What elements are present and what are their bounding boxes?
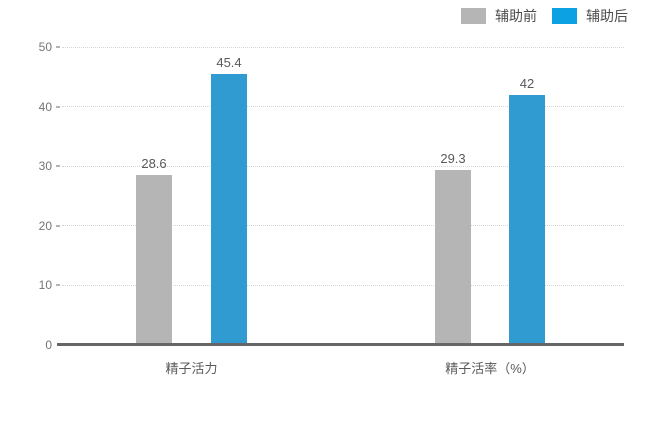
ytick-label-10: 10: [38, 278, 52, 293]
gridline-30: [62, 165, 624, 167]
ytick-mark-10: [56, 284, 60, 287]
ytick-mark-20: [56, 224, 60, 227]
ytick-label-30: 30: [38, 159, 52, 174]
gridline-20: [62, 225, 624, 227]
bar-辅助后-精子活力: [211, 74, 247, 345]
legend: 辅助前 辅助后: [461, 8, 628, 24]
x-axis-line: [57, 343, 624, 346]
category-label-0: 精子活力: [165, 361, 218, 376]
gridline-10: [62, 284, 624, 286]
bar-辅助前-精子活力: [136, 174, 172, 345]
legend-swatch-blue: [552, 8, 577, 24]
legend-label-after-assist: 辅助后: [586, 8, 628, 24]
legend-item-after-assist[interactable]: 辅助后: [552, 8, 628, 24]
ytick-mark-50: [56, 46, 60, 48]
ytick-mark-40: [56, 105, 60, 108]
ytick-label-50: 50: [38, 40, 52, 54]
ytick-mark-30: [56, 165, 60, 168]
ytick-label-20: 20: [38, 218, 52, 233]
gridline-50: [62, 46, 624, 48]
category-label-1: 精子活率（%）: [445, 361, 535, 376]
value-label-辅助后-精子活率（%）: 42: [519, 75, 535, 91]
legend-swatch-gray: [461, 8, 486, 24]
value-label-辅助前-精子活力: 28.6: [141, 155, 167, 171]
bar-辅助后-精子活率（%）: [509, 94, 545, 345]
ytick-label-0: 0: [45, 338, 52, 352]
legend-label-before-assist: 辅助前: [495, 8, 537, 24]
value-label-辅助后-精子活力: 45.4: [216, 55, 242, 71]
gridline-40: [62, 106, 624, 108]
legend-item-before-assist[interactable]: 辅助前: [461, 8, 537, 24]
bar-辅助前-精子活率（%）: [435, 170, 471, 345]
value-label-辅助前-精子活率（%）: 29.3: [440, 151, 466, 167]
ytick-label-40: 40: [38, 99, 52, 114]
